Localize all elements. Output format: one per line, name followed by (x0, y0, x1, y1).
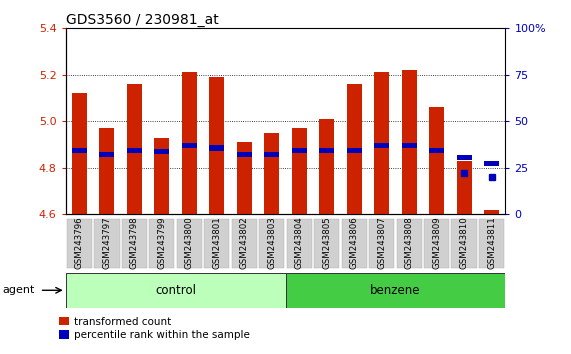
Bar (237, 142, 252, 214)
FancyBboxPatch shape (424, 219, 449, 268)
FancyBboxPatch shape (94, 219, 119, 268)
FancyBboxPatch shape (259, 219, 284, 268)
Bar (264, 152, 279, 158)
Text: GSM243806: GSM243806 (349, 216, 359, 269)
Bar (319, 119, 334, 214)
Text: GSM243800: GSM243800 (185, 216, 194, 269)
Bar (182, 73, 197, 214)
Text: control: control (155, 284, 196, 297)
FancyBboxPatch shape (396, 219, 422, 268)
Text: GSM243797: GSM243797 (102, 216, 111, 269)
Bar (429, 148, 444, 153)
Text: GSM243801: GSM243801 (212, 216, 222, 269)
Bar (264, 133, 279, 214)
FancyBboxPatch shape (341, 219, 367, 268)
Text: GSM243807: GSM243807 (377, 216, 386, 269)
Bar (292, 128, 307, 214)
FancyBboxPatch shape (479, 219, 504, 268)
FancyBboxPatch shape (66, 273, 286, 308)
Text: GSM243796: GSM243796 (75, 216, 84, 269)
Bar (401, 143, 417, 148)
Text: GSM243811: GSM243811 (487, 216, 496, 269)
FancyBboxPatch shape (122, 219, 147, 268)
Bar (237, 152, 252, 158)
FancyBboxPatch shape (204, 219, 230, 268)
Text: GSM243798: GSM243798 (130, 216, 139, 269)
Legend: transformed count, percentile rank within the sample: transformed count, percentile rank withi… (59, 317, 250, 340)
FancyBboxPatch shape (149, 219, 175, 268)
Text: GSM243803: GSM243803 (267, 216, 276, 269)
Bar (484, 210, 499, 214)
Bar (347, 148, 362, 153)
Text: agent: agent (3, 285, 35, 295)
Bar (484, 160, 499, 166)
Text: GSM243808: GSM243808 (405, 216, 413, 269)
Bar (374, 73, 389, 214)
Bar (374, 143, 389, 148)
Bar (457, 161, 472, 214)
Bar (401, 70, 417, 214)
FancyBboxPatch shape (452, 219, 477, 268)
Bar (347, 84, 362, 214)
FancyBboxPatch shape (232, 219, 257, 268)
Text: GSM243802: GSM243802 (240, 216, 249, 269)
FancyBboxPatch shape (314, 219, 339, 268)
Bar (292, 148, 307, 153)
Text: GSM243799: GSM243799 (158, 216, 166, 269)
Bar (209, 145, 224, 150)
FancyBboxPatch shape (369, 219, 395, 268)
Text: GSM243809: GSM243809 (432, 216, 441, 269)
Bar (429, 107, 444, 214)
Text: GSM243805: GSM243805 (322, 216, 331, 269)
FancyBboxPatch shape (176, 219, 202, 268)
Bar (209, 77, 224, 214)
Bar (127, 84, 142, 214)
Bar (182, 143, 197, 148)
Text: GSM243804: GSM243804 (295, 216, 304, 269)
Bar (99, 152, 114, 158)
Text: GSM243810: GSM243810 (460, 216, 469, 269)
FancyBboxPatch shape (286, 273, 505, 308)
Bar (72, 148, 87, 153)
Text: GDS3560 / 230981_at: GDS3560 / 230981_at (66, 13, 219, 27)
FancyBboxPatch shape (287, 219, 312, 268)
FancyBboxPatch shape (67, 219, 92, 268)
Bar (99, 128, 114, 214)
Bar (319, 148, 334, 153)
Bar (154, 149, 170, 154)
Bar (72, 93, 87, 214)
Text: benzene: benzene (370, 284, 421, 297)
Bar (457, 155, 472, 160)
Bar (154, 137, 170, 214)
Bar (127, 148, 142, 153)
